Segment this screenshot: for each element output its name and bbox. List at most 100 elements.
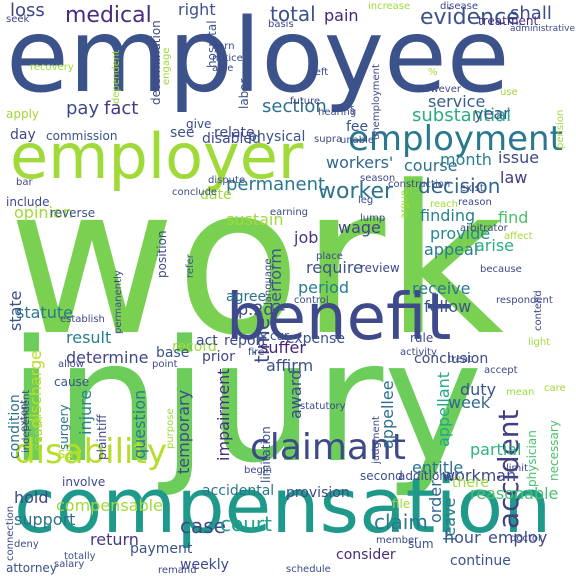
word-affirm: affirm <box>266 356 314 375</box>
word-find: find <box>498 208 529 227</box>
word-argue: argue <box>399 190 410 219</box>
word-bar: bar <box>16 177 33 188</box>
word-shall: shall <box>510 3 552 24</box>
word-impairment: impairment <box>214 368 233 461</box>
word-left: left <box>312 67 329 78</box>
word-claimant: claimant <box>250 427 406 468</box>
word-treat: treat <box>448 354 473 365</box>
word-return: return <box>90 530 139 549</box>
word-affect: affect <box>504 231 533 242</box>
word-care: care <box>544 383 566 394</box>
word-finding: finding <box>420 206 476 225</box>
word-death: death <box>31 416 45 451</box>
word-total: total <box>270 2 316 26</box>
word-file: file <box>392 497 411 511</box>
word-pension: pension <box>555 109 566 149</box>
word-consider: consider <box>336 547 396 563</box>
word-purpose: purpose <box>165 408 176 449</box>
word-court: court <box>220 512 272 536</box>
word-light: light <box>528 337 551 348</box>
word-conclude: conclude <box>172 187 218 198</box>
word-rule: rule <box>410 331 434 345</box>
word-mean: mean <box>506 387 535 398</box>
word-question: question <box>130 389 149 459</box>
word-doctor: doctor <box>510 533 543 544</box>
word-result: result <box>66 328 112 347</box>
word-disease: disease <box>440 1 478 12</box>
word-job: job <box>294 228 319 247</box>
word-state: state <box>6 290 25 331</box>
word-record: record <box>172 339 217 355</box>
word-apply: apply <box>6 107 40 121</box>
word-day: day <box>10 127 36 143</box>
word-increase: increase <box>368 1 411 12</box>
word-remand: remand <box>158 565 197 576</box>
word-month: month <box>440 150 492 169</box>
word-review: review <box>360 261 400 275</box>
word-require: require <box>306 258 363 277</box>
word-establish: establish <box>60 314 105 325</box>
word-act: act <box>196 333 218 349</box>
word-involve: involve <box>62 475 106 489</box>
word-work: work <box>8 143 505 381</box>
word-however: however <box>418 84 461 95</box>
word-unable: unable <box>340 135 375 146</box>
word-provide: provide <box>430 224 491 243</box>
word-able: able <box>212 63 234 74</box>
word-include: include <box>6 195 50 209</box>
word-disability: disability <box>14 432 167 472</box>
word-physical: physical <box>248 129 306 145</box>
word-hearing: hearing <box>318 107 357 118</box>
word-section: section <box>262 96 327 117</box>
word-expense: expense <box>286 331 345 347</box>
word-dispute: dispute <box>208 175 246 186</box>
word-language: language <box>263 258 274 305</box>
word-injury: injury <box>8 304 483 500</box>
word-plaintiff: plaintiff <box>95 414 109 460</box>
word-treatment: treatment <box>478 14 539 28</box>
word-continue: continue <box>450 553 511 569</box>
word-see: see <box>170 125 195 141</box>
word-right: right <box>178 0 216 19</box>
word-additional: additional <box>398 469 458 483</box>
word-law: law <box>500 168 528 187</box>
word-issue: issue <box>498 148 540 167</box>
word-date: date <box>200 187 232 203</box>
word-leg: leg <box>358 195 374 206</box>
word-year: year <box>474 104 510 123</box>
word-member: member <box>376 535 419 546</box>
word-follow: follow <box>424 297 472 316</box>
word-employee: employee <box>6 0 510 116</box>
word-arise: arise <box>475 236 515 255</box>
word-weekly: weekly <box>180 557 229 573</box>
word-earn: earn <box>212 41 235 52</box>
word-reach: reach <box>430 199 459 210</box>
word-conclusion: conclusion <box>414 351 489 367</box>
word-administrative: administrative <box>510 24 576 34</box>
word-prior: prior <box>202 349 235 365</box>
word-construction: construction <box>388 179 451 190</box>
word-fire: fire <box>248 347 265 358</box>
word-temporary: temporary <box>174 389 193 474</box>
word-compensation: compensation <box>14 461 552 550</box>
word-contend: contend <box>533 290 544 331</box>
word-refer: refer <box>185 254 196 278</box>
word-basis: basis <box>268 19 294 30</box>
word-use: use <box>500 87 518 98</box>
word-permanently: permanently <box>113 270 124 334</box>
word-attorney: attorney <box>6 561 57 575</box>
word-limit: limit <box>506 463 528 474</box>
word-support: support <box>14 510 76 529</box>
word-partial: partial <box>470 440 522 459</box>
word-judgment: judgment <box>371 416 382 464</box>
word-compensable: compensable <box>56 496 163 515</box>
word-engage: engage <box>161 47 172 85</box>
word-extent: extent <box>19 399 30 432</box>
word-employer: employer <box>10 120 304 193</box>
word-say: say <box>58 446 83 462</box>
word-notice: notice <box>212 53 243 64</box>
word-accidental: accidental <box>202 483 275 499</box>
word-agree: agree <box>226 289 267 305</box>
word-surgery: surgery <box>57 404 71 450</box>
word-worker: worker <box>318 179 394 204</box>
